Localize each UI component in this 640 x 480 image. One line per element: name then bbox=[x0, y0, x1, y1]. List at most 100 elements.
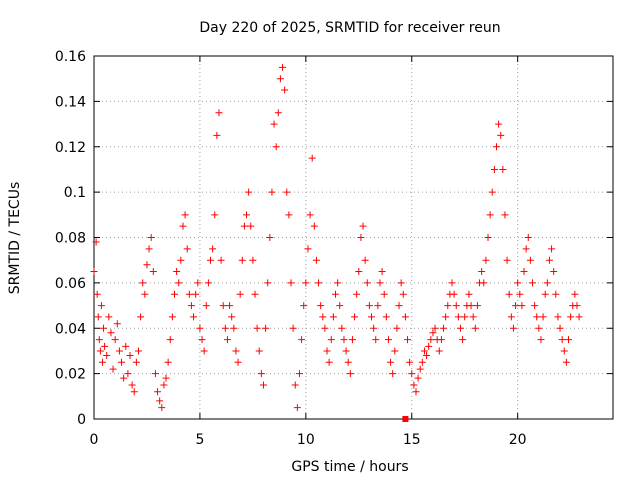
data-point bbox=[391, 347, 399, 355]
data-point bbox=[230, 324, 238, 332]
data-point bbox=[531, 302, 539, 310]
y-tick-label: 0.1 bbox=[64, 185, 86, 201]
data-point bbox=[327, 336, 335, 344]
data-point bbox=[488, 188, 496, 196]
data-point bbox=[162, 374, 170, 382]
data-point bbox=[429, 329, 437, 337]
data-point bbox=[459, 336, 467, 344]
data-point bbox=[302, 279, 310, 287]
data-point bbox=[92, 238, 100, 246]
data-point bbox=[170, 290, 178, 298]
data-point bbox=[416, 365, 424, 373]
data-point bbox=[124, 370, 132, 378]
data-point bbox=[285, 211, 293, 219]
data-point bbox=[266, 234, 274, 241]
data-point bbox=[357, 234, 365, 241]
data-point bbox=[573, 302, 581, 310]
data-point bbox=[96, 347, 104, 355]
data-point bbox=[507, 313, 515, 321]
data-point bbox=[480, 279, 488, 287]
data-point bbox=[156, 397, 164, 405]
data-point bbox=[103, 351, 111, 359]
data-point bbox=[365, 302, 373, 310]
data-point bbox=[245, 188, 253, 196]
data-point bbox=[177, 256, 185, 264]
data-point bbox=[486, 211, 494, 219]
data-point bbox=[128, 381, 136, 389]
data-point bbox=[329, 313, 337, 321]
data-point bbox=[355, 268, 363, 276]
data-point bbox=[420, 347, 428, 355]
data-point bbox=[139, 279, 147, 287]
data-point bbox=[207, 256, 215, 264]
data-point bbox=[255, 347, 263, 355]
data-point bbox=[442, 313, 450, 321]
x-tick-label: 15 bbox=[403, 432, 421, 448]
data-point bbox=[259, 381, 267, 389]
data-point bbox=[243, 211, 251, 219]
data-point bbox=[289, 324, 297, 332]
data-point bbox=[107, 329, 115, 337]
data-point bbox=[575, 313, 583, 321]
data-point bbox=[126, 351, 134, 359]
data-point bbox=[423, 351, 431, 359]
data-point bbox=[465, 290, 473, 298]
data-point bbox=[490, 165, 498, 173]
data-point bbox=[298, 336, 306, 344]
x-tick-labels: 0 5 10 15 20 bbox=[90, 432, 527, 448]
data-point bbox=[198, 336, 206, 344]
data-point bbox=[401, 313, 409, 321]
data-point bbox=[211, 211, 219, 219]
data-point bbox=[397, 279, 405, 287]
x-tick-label: 0 bbox=[90, 432, 99, 448]
data-point bbox=[562, 358, 570, 366]
data-point bbox=[520, 268, 528, 276]
data-point bbox=[524, 234, 532, 241]
data-point bbox=[408, 370, 416, 378]
data-point bbox=[209, 245, 217, 253]
data-point bbox=[471, 324, 479, 332]
data-points bbox=[90, 63, 583, 422]
data-point bbox=[393, 324, 401, 332]
data-point bbox=[274, 109, 282, 117]
data-point bbox=[268, 188, 276, 196]
data-point bbox=[300, 302, 308, 310]
data-point bbox=[262, 324, 270, 332]
data-point bbox=[306, 211, 314, 219]
data-point bbox=[478, 268, 486, 276]
data-point bbox=[338, 324, 346, 332]
data-point bbox=[101, 342, 109, 350]
data-point bbox=[223, 336, 231, 344]
data-point bbox=[287, 279, 295, 287]
data-point bbox=[431, 324, 439, 332]
y-tick-label: 0.12 bbox=[55, 140, 86, 156]
data-point bbox=[213, 131, 221, 139]
data-point bbox=[372, 336, 380, 344]
data-point bbox=[440, 324, 448, 332]
data-point bbox=[368, 313, 376, 321]
data-point bbox=[340, 336, 348, 344]
data-point bbox=[175, 279, 183, 287]
data-point bbox=[516, 290, 524, 298]
data-point bbox=[526, 256, 534, 264]
data-point bbox=[541, 290, 549, 298]
data-point bbox=[194, 279, 202, 287]
data-point bbox=[509, 324, 517, 332]
y-tick-label: 0.04 bbox=[55, 321, 86, 337]
data-point bbox=[348, 336, 356, 344]
data-point bbox=[533, 313, 541, 321]
data-point bbox=[567, 313, 575, 321]
data-point bbox=[554, 313, 562, 321]
data-point bbox=[539, 313, 547, 321]
y-tick-label: 0.08 bbox=[55, 231, 86, 247]
data-point bbox=[151, 370, 159, 378]
data-point bbox=[452, 302, 460, 310]
data-point bbox=[270, 120, 278, 128]
y-tick-label: 0 bbox=[77, 412, 86, 428]
data-point bbox=[97, 302, 105, 310]
data-point bbox=[399, 290, 407, 298]
data-point bbox=[179, 222, 187, 230]
data-point bbox=[217, 256, 225, 264]
data-point bbox=[283, 188, 291, 196]
data-point bbox=[295, 370, 303, 378]
